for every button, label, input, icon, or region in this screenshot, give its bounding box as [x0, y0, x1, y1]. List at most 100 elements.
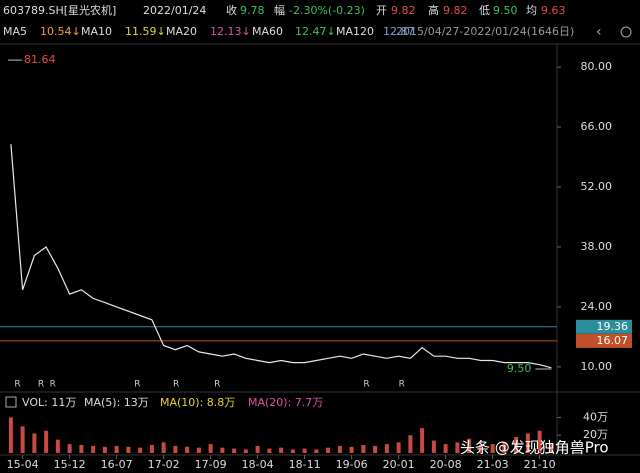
- volume-stat: MA(20): 7.7万: [248, 396, 323, 409]
- watermark: 头条 @发现独角兽Pro: [460, 439, 609, 457]
- x-tick-label: 17-02: [148, 458, 180, 471]
- volume-bar: [467, 438, 472, 453]
- field-value: 9.82: [391, 4, 416, 17]
- y-tick-label: 20万: [583, 428, 608, 441]
- ma-value: 12.13↓: [210, 25, 251, 38]
- ma-value: 10.54↓: [40, 25, 81, 38]
- x-tick-label: 19-06: [336, 458, 368, 471]
- collapse-icon[interactable]: ‹: [596, 24, 602, 40]
- volume-bar: [326, 447, 331, 453]
- volume-bar: [373, 445, 378, 453]
- event-marker: R: [173, 380, 179, 390]
- event-marker: R: [134, 380, 140, 390]
- x-tick-label: 21-03: [477, 458, 509, 471]
- volume-bar: [408, 435, 413, 453]
- ma-label: MA5: [3, 25, 27, 38]
- event-marker: R: [399, 380, 405, 390]
- volume-bar: [549, 443, 554, 453]
- volume-bar: [455, 442, 460, 453]
- ma-value: 12.47↓: [295, 25, 336, 38]
- volume-bar: [232, 448, 237, 453]
- volume-bar: [208, 444, 213, 453]
- field-label: 高: [428, 3, 439, 17]
- volume-bar: [420, 428, 425, 453]
- y-tick-label: 66.00: [581, 120, 613, 133]
- volume-bar: [255, 445, 260, 453]
- field-label: 均: [526, 4, 537, 17]
- volume-bar: [79, 445, 84, 453]
- ma-value: 11.59↓: [125, 25, 166, 38]
- volume-bar: [384, 444, 389, 453]
- ma-value: 12.87: [383, 25, 415, 38]
- price-line: [10, 144, 552, 369]
- field-label: 低: [479, 4, 490, 17]
- volume-bar: [114, 445, 119, 453]
- volume-bar: [102, 446, 107, 453]
- volume-icon[interactable]: [5, 396, 17, 408]
- x-tick-label: 15-12: [54, 458, 86, 471]
- volume-bar: [243, 449, 248, 453]
- field-value: 9.63: [541, 4, 566, 17]
- x-tick-label: 20-08: [430, 458, 462, 471]
- field-value: 9.50: [493, 4, 518, 17]
- y-tick-label: 40万: [583, 410, 608, 423]
- volume-bar: [349, 446, 354, 453]
- volume-bar: [337, 445, 342, 453]
- volume-bar: [502, 442, 507, 453]
- volume-bar: [361, 445, 366, 453]
- y-tick-label: 10.00: [581, 360, 613, 373]
- x-tick-label: 17-09: [195, 458, 227, 471]
- volume-bar: [32, 433, 37, 453]
- volume-bar: [8, 417, 13, 453]
- field-label: 收: [226, 3, 237, 17]
- event-marker: R: [214, 380, 220, 390]
- price-tag: [576, 319, 632, 334]
- field-value: 9.82: [443, 4, 468, 17]
- volume-bar: [490, 444, 495, 453]
- y-tick-label: 24.00: [581, 300, 613, 313]
- price-tag: [576, 333, 632, 348]
- volume-bar: [431, 440, 436, 453]
- volume-bar: [525, 433, 530, 453]
- settings-icon[interactable]: [620, 26, 632, 38]
- volume-bar: [267, 448, 272, 453]
- date-range: 2015/04/27-2022/01/24(1646日): [396, 25, 574, 38]
- volume-bar: [149, 445, 154, 453]
- volume-bar: [314, 449, 319, 453]
- x-tick-label: 16-07: [101, 458, 133, 471]
- volume-bar: [91, 445, 96, 453]
- volume-bar: [44, 430, 49, 453]
- volume-bar: [196, 447, 201, 453]
- y-tick-label: 80.00: [581, 60, 613, 73]
- x-tick-label: 20-01: [383, 458, 415, 471]
- volume-bar: [161, 442, 166, 453]
- field-value: -2.30%(-0.23): [289, 4, 365, 17]
- low-label: 9.50: [507, 362, 532, 375]
- volume-bar: [20, 426, 25, 453]
- field-label: 幅: [274, 4, 285, 17]
- volume-bar: [290, 449, 295, 453]
- event-marker: R: [14, 380, 20, 390]
- volume-stat: MA(10): 8.8万: [160, 396, 235, 409]
- volume-stat: VOL: 11万: [22, 396, 76, 409]
- high-label: 81.64: [24, 53, 56, 66]
- date: 2022/01/24: [143, 4, 206, 17]
- volume-bar: [220, 447, 225, 453]
- volume-bar: [537, 430, 542, 453]
- volume-bar: [443, 444, 448, 453]
- price-tag-label: 19.36: [597, 320, 629, 333]
- field-value: 9.78: [240, 4, 265, 17]
- volume-bar: [67, 444, 72, 453]
- symbol: 603789.SH[星光农机]: [3, 3, 116, 17]
- volume-bar: [302, 448, 307, 453]
- event-marker: R: [50, 380, 56, 390]
- volume-bar: [185, 446, 190, 453]
- x-tick-label: 21-10: [524, 458, 556, 471]
- volume-stat: MA(5): 13万: [84, 396, 149, 409]
- x-tick-label: 18-11: [289, 458, 321, 471]
- volume-bar: [138, 447, 143, 453]
- volume-bar: [279, 447, 284, 453]
- x-tick-label: 18-04: [242, 458, 274, 471]
